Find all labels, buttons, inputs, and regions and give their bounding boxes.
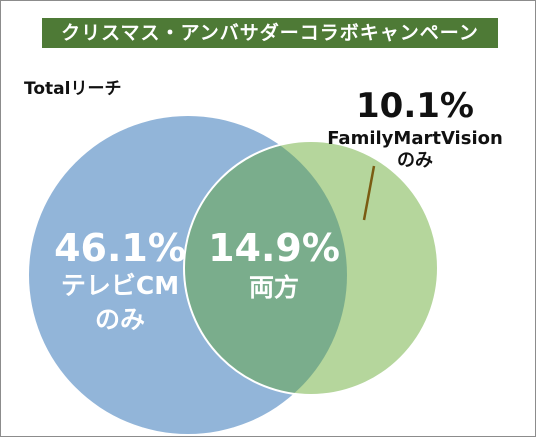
tv-cm-only-value: 46.1% [54, 226, 186, 270]
familymart-vision-outline [183, 140, 439, 396]
intersection-value: 14.9% [208, 226, 340, 270]
tv-cm-only-label-line2: のみ [94, 305, 145, 334]
leader-line [362, 165, 376, 221]
familymart-vision-only-value: 10.1% [356, 86, 474, 126]
familymart-vision-only-label-line1: FamilyMartVision [327, 128, 503, 149]
campaign-title-banner: クリスマス・アンバサダーコラボキャンペーン [42, 18, 498, 48]
tv-cm-only-label-line1: テレビCM [60, 271, 180, 300]
intersection-area [184, 141, 347, 395]
intersection-label: 両方 [248, 273, 299, 302]
familymart-vision-only-label-line2: のみ [397, 150, 433, 171]
total-reach-label: Totalリーチ [24, 79, 122, 99]
